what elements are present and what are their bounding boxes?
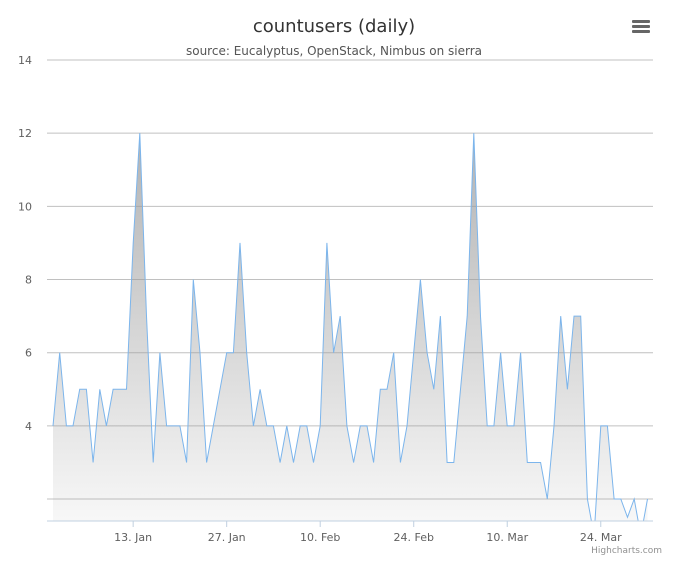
- series-line[interactable]: [52, 133, 648, 535]
- highcharts-credit[interactable]: Highcharts.com: [591, 546, 662, 556]
- y-axis: 4 6 8 10 12 14: [18, 54, 32, 433]
- x-tick-label: 13. Jan: [114, 531, 152, 544]
- x-tick-label: 10. Mar: [486, 531, 528, 544]
- chart-title: countusers (daily): [253, 16, 415, 37]
- y-tick-label: 8: [25, 274, 32, 287]
- y-tick-label: 14: [18, 54, 32, 67]
- chart-subtitle: source: Eucalyptus, OpenStack, Nimbus on…: [186, 44, 482, 58]
- x-tick-label: 24. Feb: [393, 531, 433, 544]
- x-axis: 13. Jan 27. Jan 10. Feb 24. Feb 10. Mar 24. M…: [114, 521, 622, 544]
- y-tick-label: 10: [18, 200, 32, 213]
- x-tick-label: 27. Jan: [208, 531, 246, 544]
- x-tick-label: 24. Mar: [580, 531, 622, 544]
- y-tick-label: 12: [18, 127, 32, 140]
- x-tick-label: 10. Feb: [300, 531, 340, 544]
- plot-area: [52, 133, 648, 535]
- hamburger-menu-icon[interactable]: [628, 18, 654, 40]
- y-tick-label: 4: [25, 420, 32, 433]
- series-area: [53, 133, 648, 521]
- y-tick-label: 6: [25, 347, 32, 360]
